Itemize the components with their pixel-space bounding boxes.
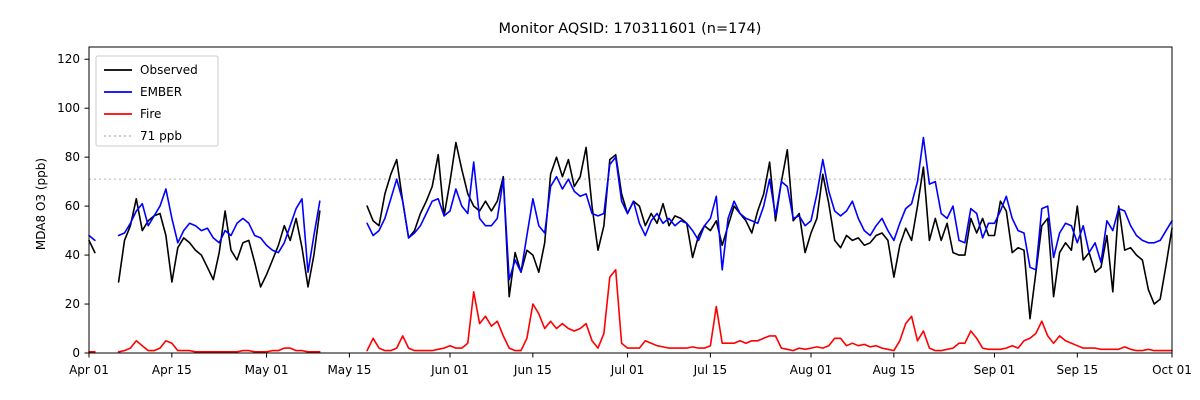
- x-tick-label: Jul 01: [610, 363, 645, 377]
- x-tick-label: May 01: [245, 363, 289, 377]
- legend-item-fire: Fire: [140, 107, 161, 121]
- y-tick-label: 0: [72, 346, 80, 360]
- fire-line: [117, 339, 321, 353]
- x-tick-label: Apr 01: [69, 363, 109, 377]
- observed-line: [88, 239, 96, 254]
- y-tick-label: 80: [65, 150, 80, 164]
- y-tick-label: 40: [65, 248, 80, 262]
- plot-border: [88, 46, 1173, 354]
- ember-line: [88, 234, 96, 242]
- plot-area: Apr 01 Apr 15 May 01 May 15 Jun 01 Jun 15 Jul …: [57, 46, 1192, 377]
- y-tick-label: 100: [57, 101, 80, 115]
- observed-line: [117, 198, 321, 288]
- y-axis-label: MDA8 O3 (ppb): [34, 158, 48, 250]
- legend-item-71-ppb: 71 ppb: [140, 129, 182, 143]
- x-tick-label: Aug 15: [873, 363, 916, 377]
- x-tick-label: Jun 01: [430, 363, 469, 377]
- ember-line: [366, 136, 1173, 281]
- x-tick-label: Sep 15: [1056, 363, 1098, 377]
- y-tick-label: 60: [65, 199, 80, 213]
- y-tick-label: 120: [57, 52, 80, 66]
- legend-box: [95, 55, 219, 147]
- legend-item-observed: Observed: [140, 63, 198, 77]
- ember-line: [117, 188, 321, 274]
- fire-line: [366, 268, 1173, 352]
- x-tick-label: Oct 01: [1152, 363, 1192, 377]
- legend-item-ember: EMBER: [140, 85, 182, 99]
- x-tick-label: Sep 01: [974, 363, 1016, 377]
- x-tick-label: May 15: [327, 363, 371, 377]
- x-tick-label: Aug 01: [790, 363, 833, 377]
- y-tick-label: 20: [65, 297, 80, 311]
- x-tick-label: Apr 15: [152, 363, 192, 377]
- x-tick-label: Jun 15: [513, 363, 552, 377]
- x-tick-label: Jul 15: [693, 363, 728, 377]
- chart-title: Monitor AQSID: 170311601 (n=174): [499, 21, 762, 37]
